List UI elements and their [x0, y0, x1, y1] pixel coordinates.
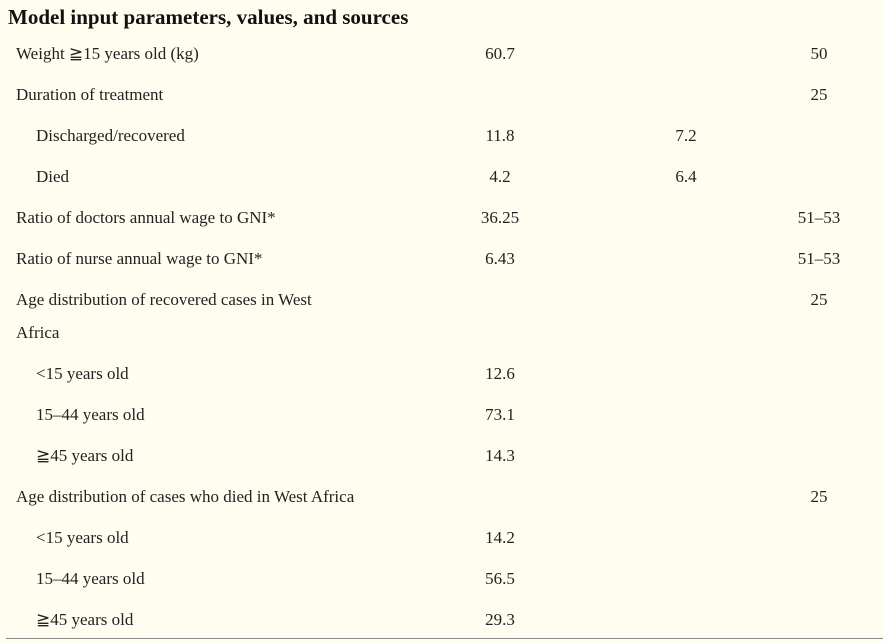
source-cell: 50	[810, 44, 828, 63]
table-row: ≧45 years old 14.3	[0, 444, 883, 468]
table-row: 15–44 years old 56.5	[0, 567, 883, 591]
table-row: Ratio of nurse annual wage to GNI* 6.43 …	[0, 247, 883, 271]
table-row: Duration of treatment 25	[0, 83, 883, 107]
table-row: Age distribution of cases who died in We…	[0, 485, 883, 509]
value-cell: 14.2	[485, 528, 515, 547]
source-cell: 25	[810, 487, 828, 506]
row-label: 15–44 years old	[36, 405, 145, 424]
value-cell: 29.3	[485, 610, 515, 629]
source-cell: 25	[810, 290, 828, 309]
table-row: Weight ≧15 years old (kg) 60.7 50	[0, 42, 883, 66]
source-cell: 51–53	[797, 208, 841, 227]
row-label: Died	[36, 167, 70, 186]
value-cell: 60.7	[485, 44, 515, 63]
row-label: Ratio of doctors annual wage to GNI*	[16, 208, 276, 227]
table-title: Model input parameters, values, and sour…	[8, 5, 409, 29]
row-label: Age distribution of recovered cases in W…	[16, 290, 312, 309]
source-cell: 25	[810, 85, 828, 104]
table-row: <15 years old 14.2	[0, 526, 883, 550]
table-bottom-rule	[6, 638, 883, 639]
value-cell: 4.2	[489, 167, 511, 186]
value-cell: 12.6	[485, 364, 515, 383]
second-value-cell: 6.4	[675, 167, 697, 186]
source-cell: 51–53	[797, 249, 841, 268]
table-row: Died 4.2 6.4	[0, 165, 883, 189]
row-label: ≧45 years old	[36, 446, 134, 465]
value-cell: 56.5	[485, 569, 515, 588]
value-cell: 11.8	[485, 126, 515, 145]
table-row: Age distribution of recovered cases in W…	[0, 288, 883, 312]
row-label: ≧45 years old	[36, 610, 134, 629]
value-cell: 14.3	[485, 446, 515, 465]
table-row: Ratio of doctors annual wage to GNI* 36.…	[0, 206, 883, 230]
row-label: Age distribution of cases who died in We…	[16, 487, 355, 506]
value-cell: 73.1	[485, 405, 515, 424]
row-label: <15 years old	[36, 528, 129, 547]
row-label: Discharged/recovered	[36, 126, 185, 145]
table-row: <15 years old 12.6	[0, 362, 883, 386]
value-cell: 6.43	[485, 249, 515, 268]
row-label: Ratio of nurse annual wage to GNI*	[16, 249, 263, 268]
value-cell: 36.25	[480, 208, 520, 227]
second-value-cell: 7.2	[675, 126, 697, 145]
row-label: Weight ≧15 years old (kg)	[16, 44, 199, 63]
row-label: Africa	[16, 323, 60, 342]
row-label: 15–44 years old	[36, 569, 145, 588]
row-label: Duration of treatment	[16, 85, 164, 104]
table-row: Africa	[0, 321, 883, 345]
table-row: ≧45 years old 29.3	[0, 608, 883, 632]
table-row: Discharged/recovered 11.8 7.2	[0, 124, 883, 148]
row-label: <15 years old	[36, 364, 129, 383]
table-row: 15–44 years old 73.1	[0, 403, 883, 427]
